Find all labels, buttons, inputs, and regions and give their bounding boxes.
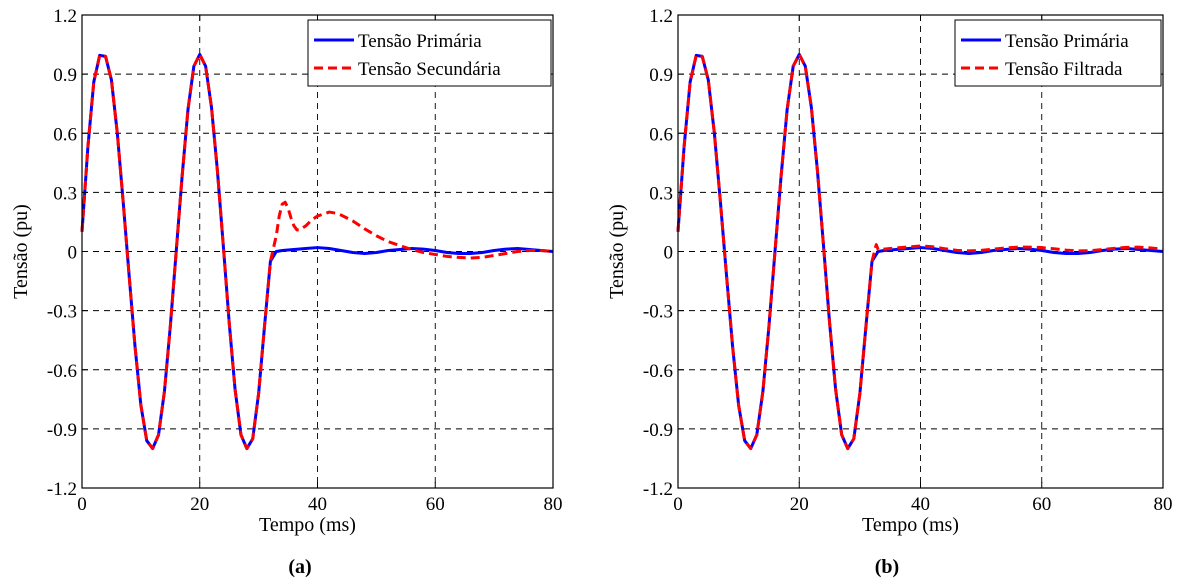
x-tick-label: 0: [673, 494, 683, 515]
series-line-1: [676, 52, 1164, 451]
x-axis-label: Tempo (ms): [259, 514, 356, 536]
y-tick-label: 1.2: [53, 6, 77, 27]
x-tick-label: 60: [426, 494, 445, 515]
y-tick-label: 0.3: [53, 183, 77, 204]
y-tick-label: -0.3: [47, 302, 77, 323]
chart-panel-b: 0 20 40 60 80 -1.2 -0.9 -0.6 -0.3 0 0.3 0.6 0.9 1.2 Te…: [606, 6, 1173, 578]
y-axis-label: Tensão (pu): [606, 204, 628, 299]
y-tick-label: 1.2: [649, 6, 673, 27]
chart-panel-a: 0 20 40 60 80 -1.2 -0.9 -0.6 -0.3 0 0.3 0.6 0.9 1.2 Te…: [10, 6, 563, 578]
x-tick-label: 80: [544, 494, 563, 515]
legend-label-0: Tensão Primária: [1005, 31, 1129, 52]
y-tick-label: 0.9: [53, 65, 77, 86]
y-tick-label: -0.6: [47, 361, 77, 382]
y-tick-label: -0.9: [47, 420, 77, 441]
legend: Tensão Primária Tensão Filtrada: [954, 19, 1162, 87]
legend: Tensão Primária Tensão Secundária: [307, 19, 552, 87]
y-tick-label: -0.3: [643, 302, 673, 323]
series-line-1: [80, 52, 554, 451]
legend-label-1: Tensão Filtrada: [1005, 59, 1123, 80]
legend-label-1: Tensão Secundária: [358, 59, 501, 80]
y-tick-label: 0.3: [649, 183, 673, 204]
x-tick-label: 80: [1154, 494, 1173, 515]
x-axis-label: Tempo (ms): [862, 514, 959, 536]
x-tick-label: 40: [911, 494, 930, 515]
y-tick-label: 0: [68, 243, 78, 264]
y-tick-label: 0.9: [649, 65, 673, 86]
x-tick-label: 20: [790, 494, 809, 515]
y-tick-label: -0.6: [643, 361, 673, 382]
x-tick-label: 0: [77, 494, 87, 515]
y-axis-label: Tensão (pu): [10, 204, 32, 299]
legend-label-0: Tensão Primária: [358, 31, 482, 52]
y-tick-label: 0.6: [649, 124, 673, 145]
y-tick-label: -1.2: [47, 479, 77, 500]
legend-box: [307, 19, 552, 87]
y-tick-label: 0: [664, 243, 674, 264]
x-tick-label: 40: [308, 494, 327, 515]
x-tick-label: 60: [1032, 494, 1051, 515]
y-tick-label: -0.9: [643, 420, 673, 441]
panel-caption: (a): [288, 556, 311, 578]
legend-box: [954, 19, 1162, 87]
x-tick-label: 20: [190, 494, 209, 515]
panel-caption: (b): [875, 556, 899, 578]
y-tick-label: -1.2: [643, 479, 673, 500]
y-tick-label: 0.6: [53, 124, 77, 145]
